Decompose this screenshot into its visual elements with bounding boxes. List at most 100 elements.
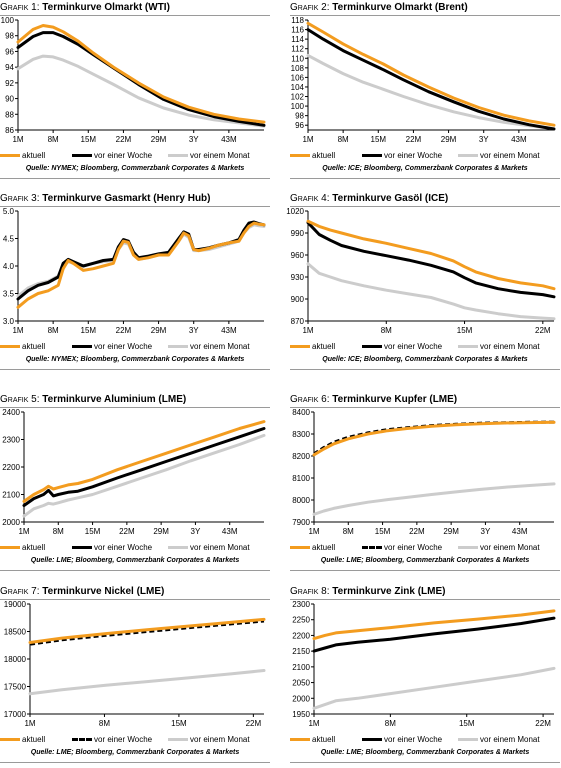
chart-title-text: Terminkurve Gasmarkt (Henry Hub) xyxy=(42,193,211,204)
chart-title-text: Terminkurve Zink (LME) xyxy=(332,586,446,597)
chart-title: Grafik 7: Terminkurve Nickel (LME) xyxy=(0,586,270,600)
legend-label: aktuell xyxy=(312,150,336,160)
legend: aktuell vor einer Woche vor einem Monat xyxy=(0,340,270,352)
chart-title-prefix: Grafik 8: xyxy=(290,586,330,597)
x-tick-label: 8M xyxy=(48,326,59,335)
chart-title-prefix: Grafik 2: xyxy=(290,2,330,13)
legend-item: aktuell xyxy=(0,149,45,161)
x-tick-label: 15M xyxy=(371,135,387,144)
legend-item: aktuell xyxy=(0,340,45,352)
x-tick-label: 29M xyxy=(443,527,459,536)
series-line-1 xyxy=(28,617,266,644)
y-tick-label: 118 xyxy=(291,16,304,25)
y-tick-label: 4.5 xyxy=(3,235,15,244)
source-note: Quelle: ICE; Bloomberg, Commerzbank Corp… xyxy=(322,165,528,172)
x-tick-label: 22M xyxy=(406,135,422,144)
x-tick-label: 8M xyxy=(48,135,59,144)
x-tick-label: 3Y xyxy=(479,135,489,144)
chart-title-text: Terminkurve Gasöl (ICE) xyxy=(332,193,449,204)
chart-title-text: Terminkurve Aluminium (LME) xyxy=(42,394,187,405)
chart-title-prefix: Grafik 5: xyxy=(0,394,40,405)
y-tick-label: 1950 xyxy=(292,710,310,719)
legend-swatch xyxy=(168,344,188,348)
x-tick-label: 1M xyxy=(12,326,23,335)
chart-svg: 3.0 3.5 4.0 4.5 5.0 1M 8M 15M 22M 29M 3Y 43M xyxy=(3,207,266,335)
y-tick-label: 2100 xyxy=(2,491,20,500)
source-note: Quelle: NYMEX; Bloomberg, Commerzbank Co… xyxy=(25,356,245,363)
y-tick-label: 2100 xyxy=(292,663,310,672)
y-tick-label: 7900 xyxy=(292,518,310,527)
series-line-3 xyxy=(22,433,266,518)
legend-label: vor einem Monat xyxy=(480,341,540,351)
chart-title: Grafik 6: Terminkurve Kupfer (LME) xyxy=(290,394,560,408)
legend-label: aktuell xyxy=(22,150,46,160)
y-tick-label: 3.5 xyxy=(3,290,15,299)
x-tick-label: 3Y xyxy=(189,135,199,144)
plot-area: 17000 17500 18000 18500 19000 1M 8M 15M 22M xyxy=(0,600,270,730)
series-line-2 xyxy=(312,616,556,653)
y-tick-label: 110 xyxy=(291,54,304,63)
legend-item: vor einer Woche xyxy=(72,541,152,553)
series-line-1 xyxy=(16,221,266,309)
y-tick-label: 108 xyxy=(291,64,305,73)
x-tick-label: 1M xyxy=(24,719,35,728)
plot-area: 870 900 930 960 990 1020 1M 8M 15M 22M xyxy=(286,207,560,337)
x-tick-label: 3Y xyxy=(191,527,201,536)
chart-title: Grafik 8: Terminkurve Zink (LME) xyxy=(290,586,560,600)
y-tick-label: 116 xyxy=(291,26,304,35)
legend-item: vor einem Monat xyxy=(168,733,250,745)
y-tick-label: 98 xyxy=(295,112,304,121)
series-line-1 xyxy=(312,420,556,457)
series-line-1 xyxy=(22,420,266,503)
series-line-2 xyxy=(306,28,556,131)
legend-label: vor einer Woche xyxy=(94,542,153,552)
x-tick-label: 22M xyxy=(535,719,551,728)
y-tick-label: 86 xyxy=(5,126,14,135)
x-tick-label: 3Y xyxy=(189,326,199,335)
legend-swatch xyxy=(0,344,20,348)
x-tick-label: 22M xyxy=(246,719,262,728)
legend-label: vor einem Monat xyxy=(190,341,250,351)
legend-swatch xyxy=(72,545,92,549)
chart-panel-4: Grafik 4: Terminkurve Gasöl (ICE) 870 900 9… xyxy=(286,193,560,375)
bottom-rule xyxy=(290,369,560,370)
y-tick-label: 4.0 xyxy=(3,262,15,271)
chart-panel-1: Grafik 1: Terminkurve Ölmarkt (WTI) 86 88 9… xyxy=(0,2,270,184)
legend-item: vor einem Monat xyxy=(458,541,540,553)
y-tick-label: 114 xyxy=(291,35,304,44)
legend-swatch xyxy=(168,545,188,549)
y-tick-label: 100 xyxy=(291,102,305,111)
chart-title: Grafik 5: Terminkurve Aluminium (LME) xyxy=(0,394,270,408)
y-tick-label: 5.0 xyxy=(3,207,15,216)
source-note: Quelle: LME; Bloomberg, Commerzbank Corp… xyxy=(320,749,530,756)
y-tick-label: 94 xyxy=(5,63,14,72)
x-tick-label: 15M xyxy=(171,719,187,728)
legend-label: aktuell xyxy=(312,341,336,351)
chart-panel-7: Grafik 7: Terminkurve Nickel (LME) 17000 1… xyxy=(0,586,270,768)
legend-item: vor einer Woche xyxy=(72,733,152,745)
legend-item: vor einer Woche xyxy=(362,340,442,352)
chart-title-text: Terminkurve Ölmarkt (WTI) xyxy=(42,2,170,13)
chart-title: Grafik 1: Terminkurve Ölmarkt (WTI) xyxy=(0,2,270,16)
legend-swatch xyxy=(290,344,310,348)
y-tick-label: 900 xyxy=(291,295,305,304)
source-note: Quelle: LME; Bloomberg, Commerzbank Corp… xyxy=(30,557,240,564)
legend-label: vor einer Woche xyxy=(384,542,443,552)
y-tick-label: 8300 xyxy=(292,430,310,439)
series-line-3 xyxy=(312,666,556,710)
series-line-1 xyxy=(306,219,556,291)
legend-swatch xyxy=(0,545,20,549)
series-line-2 xyxy=(22,427,266,507)
legend-label: vor einem Monat xyxy=(190,542,250,552)
bottom-rule xyxy=(0,369,270,370)
legend-label: vor einem Monat xyxy=(480,150,540,160)
series-line-3 xyxy=(306,53,556,131)
legend-item: aktuell xyxy=(290,149,335,161)
x-tick-label: 29M xyxy=(151,135,167,144)
bottom-rule xyxy=(0,570,270,571)
chart-title-prefix: Grafik 3: xyxy=(0,193,40,204)
y-tick-label: 8400 xyxy=(292,408,310,417)
legend-swatch xyxy=(72,737,92,741)
legend: aktuell vor einer Woche vor einem Monat xyxy=(290,733,560,745)
